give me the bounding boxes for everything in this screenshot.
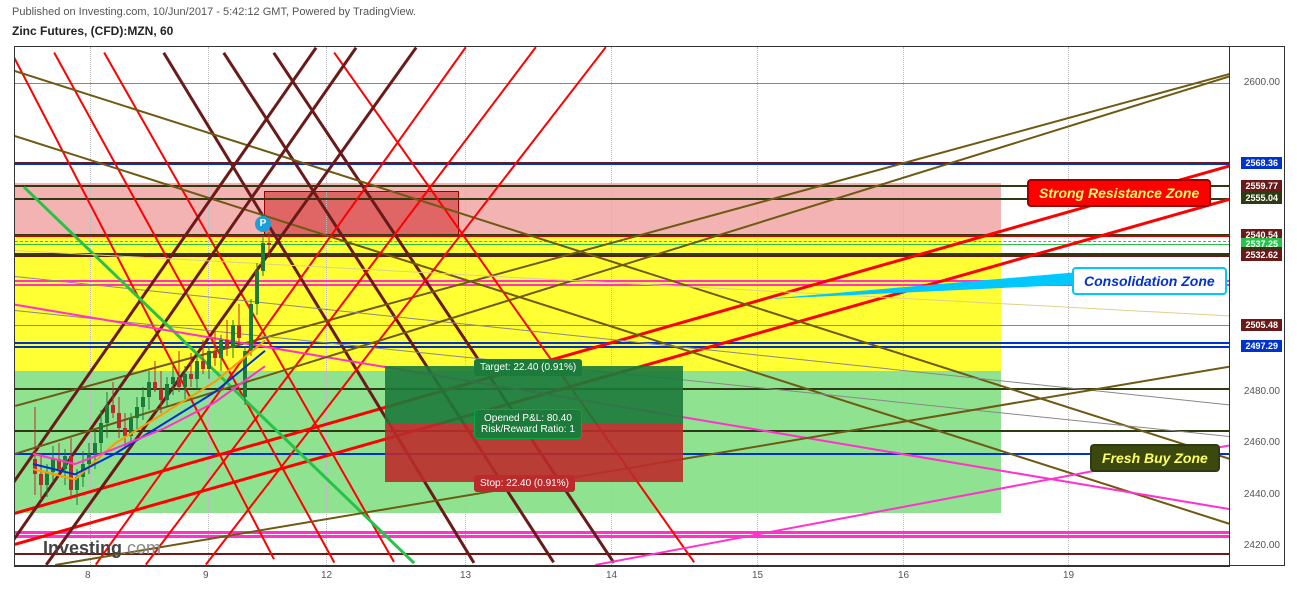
y-label: 2480.00 <box>1244 386 1280 397</box>
candle[interactable] <box>117 413 121 428</box>
watermark-logo: Investing.com <box>43 538 161 559</box>
candle[interactable] <box>93 443 97 453</box>
h-line <box>15 535 1230 538</box>
h-line <box>15 284 1230 286</box>
candle[interactable] <box>231 325 235 348</box>
annotation-fresh-buy-zone[interactable]: Fresh Buy Zone <box>1090 444 1220 472</box>
candle[interactable] <box>249 304 253 350</box>
instrument-title: Zinc Futures, (CFD):MZN, 60 <box>12 24 173 38</box>
candle[interactable] <box>207 351 211 369</box>
candle[interactable] <box>123 428 127 436</box>
candle[interactable] <box>129 418 133 436</box>
x-label: 14 <box>606 570 617 581</box>
stop-label: Stop: 22.40 (0.91%) <box>474 475 575 492</box>
candle[interactable] <box>213 351 217 359</box>
pnl-label: Opened P&L: 80.40Risk/Reward Ratio: 1 <box>474 409 582 439</box>
candle[interactable] <box>141 397 145 407</box>
candle[interactable] <box>69 456 73 489</box>
candle[interactable] <box>183 374 187 387</box>
candle[interactable] <box>99 423 103 444</box>
candle[interactable] <box>267 243 271 246</box>
candle[interactable] <box>75 477 79 490</box>
price-tag[interactable]: 2555.04 <box>1241 192 1282 204</box>
candle[interactable] <box>201 361 205 369</box>
x-label: 16 <box>898 570 909 581</box>
candle[interactable] <box>105 405 109 423</box>
candle[interactable] <box>195 361 199 379</box>
grid-vline <box>903 47 904 565</box>
candle[interactable] <box>165 384 169 399</box>
candle[interactable] <box>225 340 229 348</box>
candle[interactable] <box>45 472 49 485</box>
candle[interactable] <box>177 377 181 387</box>
candle[interactable] <box>63 456 67 469</box>
candle[interactable] <box>51 459 55 472</box>
grid-vline <box>465 47 466 565</box>
chart-plot-area[interactable]: Target: 22.40 (0.91%) Stop: 22.40 (0.91%)… <box>14 46 1230 566</box>
target-label: Target: 22.40 (0.91%) <box>474 359 582 376</box>
price-tag[interactable]: 2497.29 <box>1241 340 1282 352</box>
candle[interactable] <box>147 382 151 397</box>
h-line <box>15 553 1230 555</box>
candle[interactable] <box>159 389 163 399</box>
annotation-strong-resistance-zone[interactable]: Strong Resistance Zone <box>1027 179 1211 207</box>
h-line <box>15 325 1230 326</box>
h-line <box>15 244 1230 245</box>
x-label: 9 <box>203 570 209 581</box>
chart-container: Published on Investing.com, 10/Jun/2017 … <box>0 0 1297 591</box>
h-line <box>15 342 1230 344</box>
x-label: 13 <box>460 570 471 581</box>
h-line <box>15 162 1230 164</box>
price-tag[interactable]: 2532.62 <box>1241 249 1282 261</box>
candle[interactable] <box>87 454 91 464</box>
publish-header: Published on Investing.com, 10/Jun/2017 … <box>12 6 416 18</box>
y-label: 2460.00 <box>1244 437 1280 448</box>
grid-vline <box>90 47 91 565</box>
price-tag[interactable]: 2559.77 <box>1241 180 1282 192</box>
candle[interactable] <box>237 325 241 338</box>
price-tag[interactable]: 2568.36 <box>1241 157 1282 169</box>
h-line <box>15 531 1230 534</box>
grid-vline <box>326 47 327 565</box>
candle[interactable] <box>57 459 61 469</box>
x-label: 19 <box>1063 570 1074 581</box>
annotation-consolidation-zone[interactable]: Consolidation Zone <box>1072 267 1227 295</box>
h-line <box>15 346 1230 348</box>
candle[interactable] <box>255 271 259 304</box>
h-line <box>15 83 1230 84</box>
candle[interactable] <box>39 474 43 484</box>
candle[interactable] <box>189 374 193 379</box>
x-label: 12 <box>321 570 332 581</box>
h-line <box>15 234 1230 235</box>
candle[interactable] <box>243 351 247 397</box>
candle[interactable] <box>171 377 175 385</box>
candle[interactable] <box>33 459 37 474</box>
y-label: 2440.00 <box>1244 489 1280 500</box>
y-label: 2420.00 <box>1244 540 1280 551</box>
candle[interactable] <box>135 407 139 417</box>
candle[interactable] <box>111 405 115 413</box>
x-label: 15 <box>752 570 763 581</box>
grid-vline <box>611 47 612 565</box>
candle[interactable] <box>81 464 85 477</box>
price-tag[interactable]: 2505.48 <box>1241 319 1282 331</box>
h-line <box>15 255 1230 257</box>
y-axis[interactable]: 2600.002560.002480.002460.002440.002420.… <box>1230 46 1285 566</box>
candle[interactable] <box>261 243 265 271</box>
candle[interactable] <box>153 382 157 390</box>
x-label: 8 <box>85 570 91 581</box>
y-label: 2600.00 <box>1244 77 1280 88</box>
x-axis[interactable]: 8 9 12 13 14 15 16 19 <box>14 566 1230 586</box>
candle[interactable] <box>219 340 223 358</box>
